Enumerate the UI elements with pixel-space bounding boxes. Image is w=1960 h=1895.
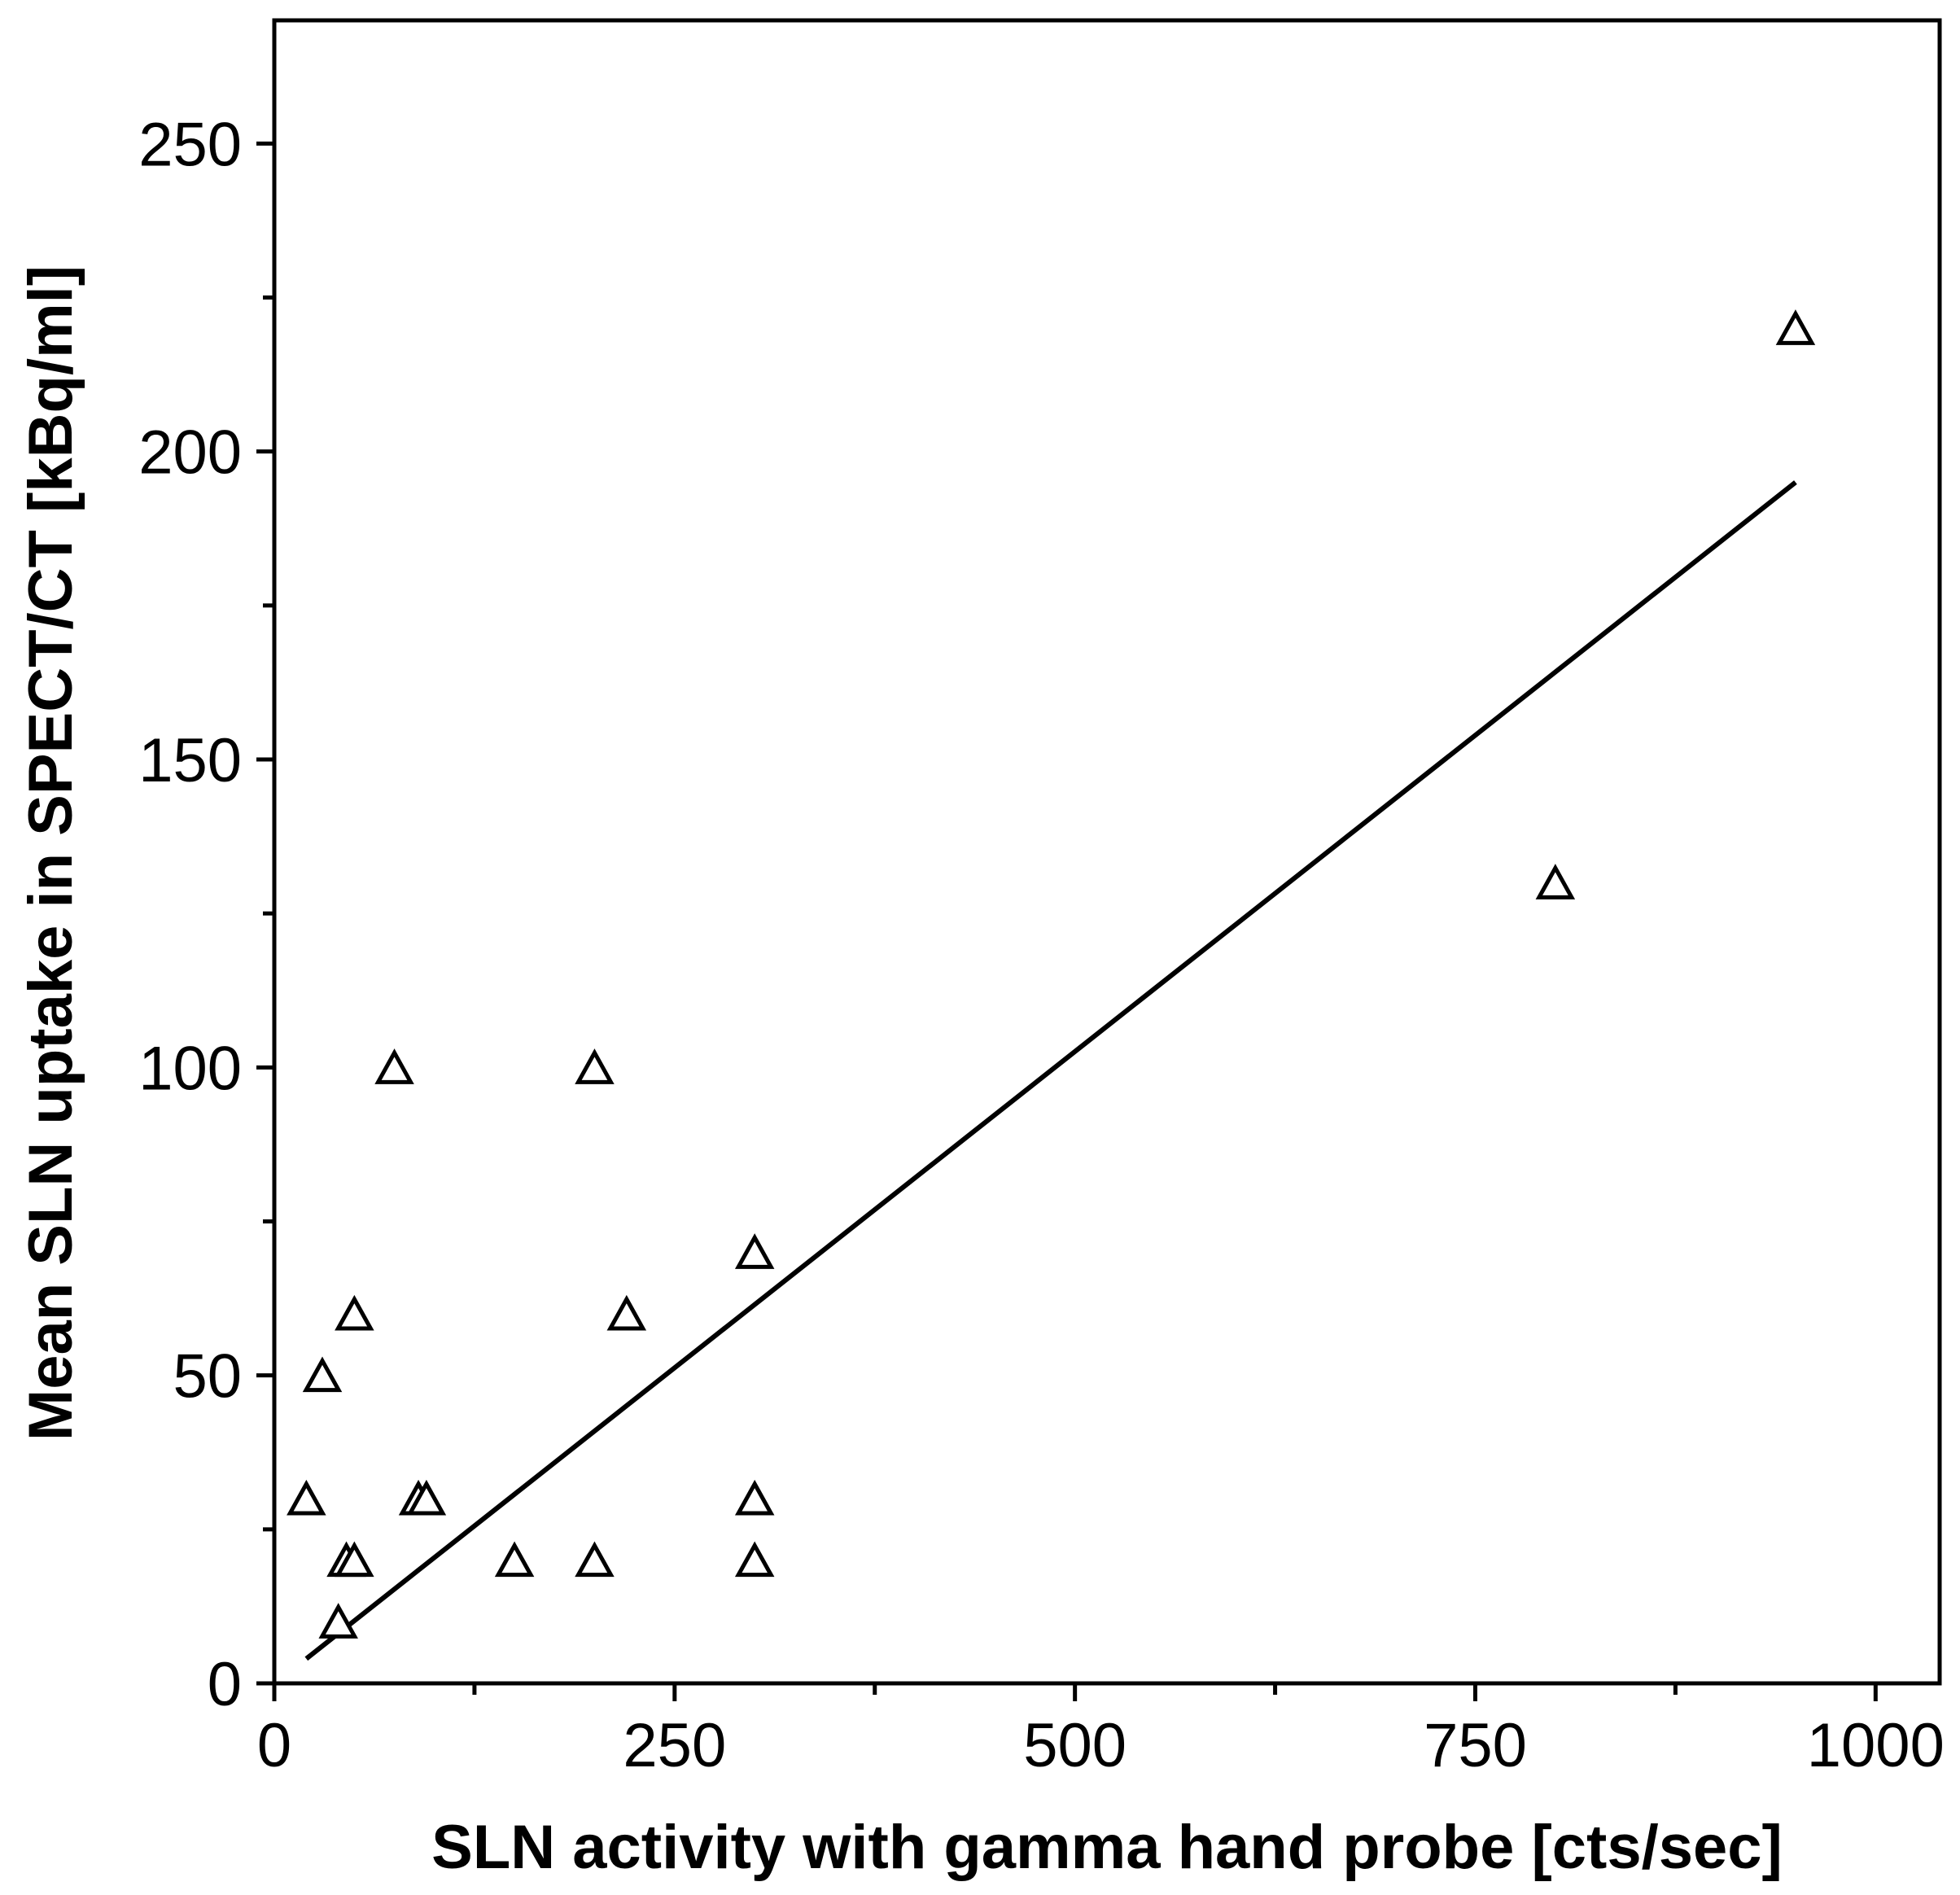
- y-tick-label: 150: [138, 726, 242, 795]
- data-point-triangle: [734, 1479, 775, 1516]
- y-tick-label: 250: [138, 110, 242, 179]
- y-tick-label: 100: [138, 1034, 242, 1103]
- y-axis-label: Mean SLN uptake in SPECT/CT [kBq/ml]: [16, 265, 85, 1441]
- data-point-triangle: [606, 1294, 647, 1331]
- x-tick-label: 250: [623, 1711, 726, 1780]
- plot-frame: [272, 18, 1942, 1686]
- regression-line-layer: [304, 480, 1797, 1661]
- y-tick-label: 50: [173, 1342, 242, 1411]
- data-point-triangle: [318, 1603, 358, 1639]
- y-tick-label: 200: [138, 418, 242, 488]
- data-point-triangle: [734, 1541, 775, 1578]
- data-point-triangle: [575, 1541, 615, 1578]
- data-point-triangle: [1775, 309, 1816, 345]
- x-tick-label: 1000: [1807, 1711, 1945, 1780]
- data-points: [287, 309, 1816, 1639]
- data-point-triangle: [287, 1479, 326, 1516]
- axis-tick-labels: 0 250 500 750 1000 0 50 100 150 200 250: [138, 110, 1945, 1780]
- x-tick-label: 750: [1424, 1711, 1527, 1780]
- data-point-triangle: [575, 1048, 615, 1084]
- data-point-triangle: [406, 1479, 447, 1516]
- data-point-triangle: [494, 1541, 535, 1578]
- x-tick-label: 0: [257, 1711, 291, 1780]
- data-point-triangle: [1535, 864, 1576, 899]
- y-tick-label: 0: [208, 1650, 242, 1719]
- data-point-triangle: [335, 1294, 374, 1331]
- axis-ticks: [256, 141, 1878, 1701]
- x-tick-label: 500: [1023, 1711, 1127, 1780]
- x-axis-label: SLN activity with gamma hand probe [cts/…: [431, 1813, 1783, 1882]
- data-point-triangle: [302, 1356, 343, 1393]
- data-point-triangle: [335, 1541, 374, 1578]
- regression-line: [304, 480, 1797, 1661]
- data-point-triangle: [374, 1048, 414, 1084]
- data-point-triangle: [734, 1233, 775, 1269]
